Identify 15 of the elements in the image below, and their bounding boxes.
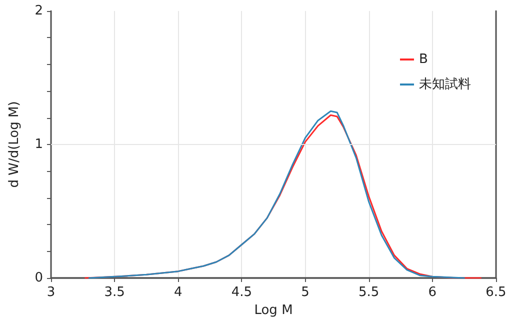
y-tick-label: 2 [34,4,43,18]
x-tick-label: 3 [46,285,56,300]
y-tick-label: 0 [34,270,43,286]
legend-label: B [419,52,428,67]
x-tick-label: 4 [174,285,182,300]
x-tick-label: 3.5 [104,285,125,300]
x-tick-label: 4.5 [231,285,252,300]
legend-label: 未知試料 [419,77,471,92]
y-axis-title: d W/d(Log M) [7,101,22,188]
y-tick-label: 1 [34,137,43,152]
x-tick-label: 6.5 [486,285,506,300]
x-tick-label: 5.5 [358,285,380,300]
x-axis-title: Log M [254,303,293,318]
x-tick-label: 6 [428,285,437,300]
x-tick-label: 5 [301,285,310,300]
